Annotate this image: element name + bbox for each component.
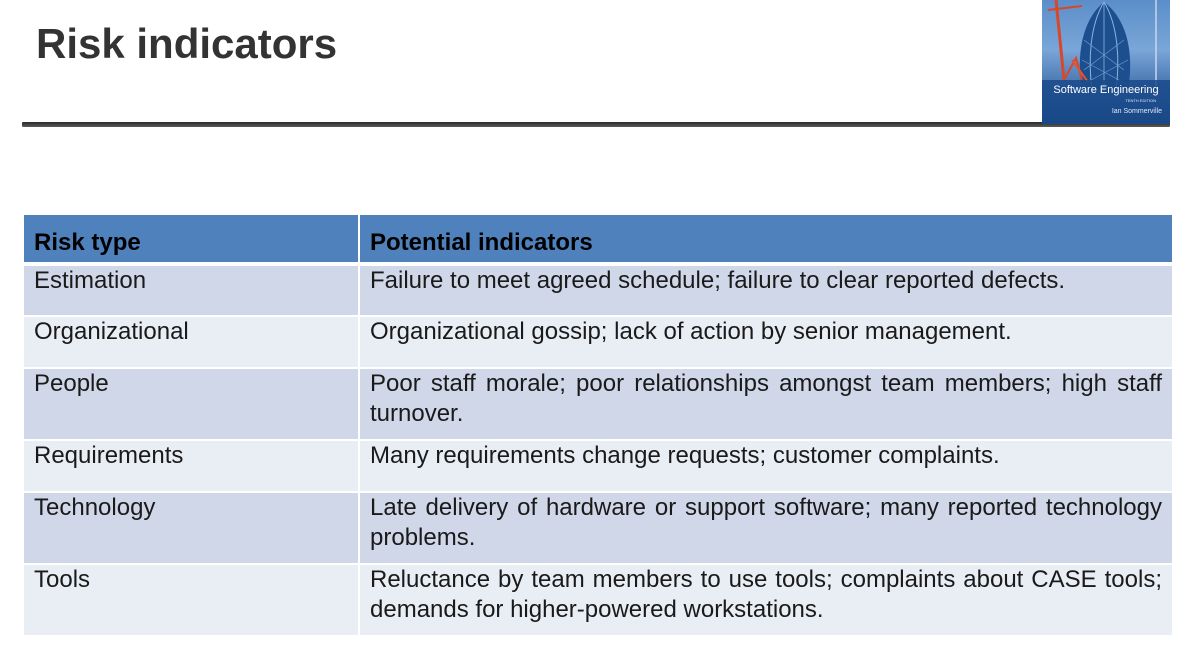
- title-divider: [22, 122, 1170, 127]
- slide-title: Risk indicators: [36, 20, 338, 67]
- table-row: Organizational Organizational gossip; la…: [22, 315, 1174, 369]
- table-row: Requirements Many requirements change re…: [22, 439, 1174, 493]
- indicators-cell: Late delivery of hardware or support sof…: [358, 491, 1174, 565]
- table-row: Technology Late delivery of hardware or …: [22, 491, 1174, 565]
- indicators-cell: Many requirements change requests; custo…: [358, 439, 1174, 493]
- table-row: Estimation Failure to meet agreed schedu…: [22, 263, 1174, 317]
- table-row: Tools Reluctance by team members to use …: [22, 563, 1174, 637]
- indicators-cell: Reluctance by team members to use tools;…: [358, 563, 1174, 637]
- table-header-row: Risk type Potential indicators: [22, 213, 1174, 266]
- risk-type-cell: Organizational: [22, 315, 360, 369]
- risk-indicators-table: Risk type Potential indicators Estimatio…: [22, 213, 1174, 637]
- indicators-cell: Organizational gossip; lack of action by…: [358, 315, 1174, 369]
- risk-type-cell: Requirements: [22, 439, 360, 493]
- book-cover-image: Software Engineering TENTH EDITION Ian S…: [1042, 0, 1170, 124]
- risk-type-cell: Technology: [22, 491, 360, 565]
- table-row: People Poor staff morale; poor relations…: [22, 367, 1174, 441]
- risk-type-cell: People: [22, 367, 360, 441]
- risk-type-cell: Tools: [22, 563, 360, 637]
- cover-title: Software Engineering: [1053, 84, 1159, 96]
- column-header-risk-type: Risk type: [22, 213, 360, 266]
- cover-author: Ian Sommerville: [1111, 108, 1162, 115]
- cover-edition: TENTH EDITION: [1125, 98, 1156, 103]
- indicators-cell: Poor staff morale; poor relationships am…: [358, 367, 1174, 441]
- indicators-cell: Failure to meet agreed schedule; failure…: [358, 263, 1174, 317]
- gherkin-tower-icon: [1042, 0, 1170, 124]
- column-header-potential-indicators: Potential indicators: [358, 213, 1174, 266]
- risk-type-cell: Estimation: [22, 263, 360, 317]
